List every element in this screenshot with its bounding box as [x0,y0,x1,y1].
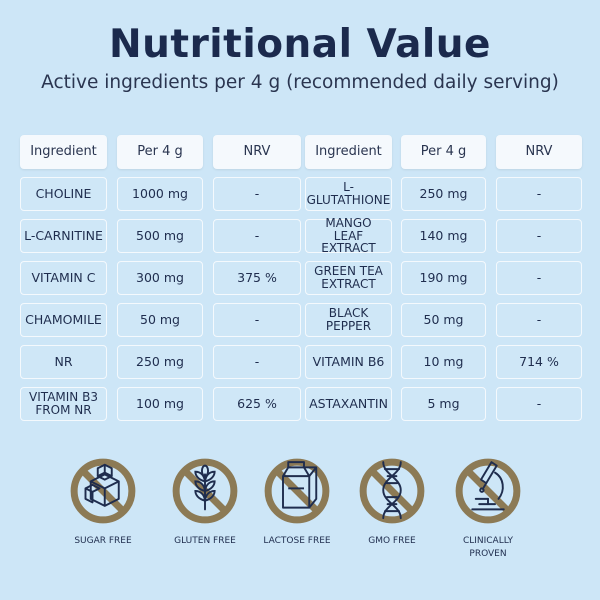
table-header-nrv-left: NRV [213,135,301,169]
table-cell-amount: 5 mg [401,387,486,421]
microscope-icon [433,455,543,527]
table-header-ingredient-right: Ingredient [305,135,392,169]
badge-gluten-free: GLUTEN FREE [150,455,260,548]
table-cell-ingredient: CHOLINE [20,177,107,211]
table-cell-nrv: - [496,261,582,295]
table-cell-nrv: - [213,177,301,211]
page-subtitle: Active ingredients per 4 g (recommended … [41,72,559,93]
table-cell-amount: 500 mg [117,219,203,253]
table-cell-ingredient: VITAMIN B3 FROM NR [20,387,107,421]
wheat-icon [150,455,260,527]
table-header-ingredient-left: Ingredient [20,135,107,169]
badge-lactose-free: LACTOSE FREE [242,455,352,548]
table-cell-amount: 50 mg [401,303,486,337]
nutrition-table: Ingredient Per 4 g NRV Ingredient Per 4 g NRV… [20,135,582,421]
table-cell-ingredient: ASTAXANTIN [305,387,392,421]
table-cell-nrv: - [213,303,301,337]
table-cell-amount: 300 mg [117,261,203,295]
badge-label: SUGAR FREE [74,536,132,546]
table-cell-amount: 250 mg [117,345,203,379]
table-cell-amount: 50 mg [117,303,203,337]
badge-row: SUGAR FREE GLUTEN FREE LACTOSE FREE GMO FRE… [0,455,600,575]
table-cell-amount: 250 mg [401,177,486,211]
badge-gmo-free: GMO FREE [337,455,447,548]
table-cell-nrv: - [213,219,301,253]
milk-carton-icon [242,455,352,527]
table-cell-ingredient: VITAMIN C [20,261,107,295]
dna-icon [337,455,447,527]
table-cell-ingredient: VITAMIN B6 [305,345,392,379]
table-cell-nrv: - [496,219,582,253]
table-cell-ingredient: CHAMOMILE [20,303,107,337]
sugar-cubes-icon [48,455,158,527]
table-cell-nrv: - [496,177,582,211]
badge-label: GMO FREE [368,536,416,546]
table-header-nrv-right: NRV [496,135,582,169]
table-cell-ingredient: BLACK PEPPER [305,303,392,337]
table-cell-ingredient: NR [20,345,107,379]
table-header-amount-left: Per 4 g [117,135,203,169]
page-title: Nutritional Value [109,22,491,67]
table-cell-amount: 1000 mg [117,177,203,211]
badge-label: GLUTEN FREE [174,536,236,546]
table-cell-nrv: 625 % [213,387,301,421]
table-cell-nrv: 714 % [496,345,582,379]
table-cell-nrv: - [496,303,582,337]
table-header-amount-right: Per 4 g [401,135,486,169]
table-cell-amount: 140 mg [401,219,486,253]
table-cell-ingredient: L-CARNITINE [20,219,107,253]
table-cell-nrv: - [496,387,582,421]
table-cell-amount: 100 mg [117,387,203,421]
table-cell-nrv: 375 % [213,261,301,295]
table-cell-ingredient: GREEN TEA EXTRACT [305,261,392,295]
table-cell-ingredient: MANGO LEAF EXTRACT [305,217,392,255]
table-cell-ingredient: L-GLUTATHIONE [305,177,392,211]
table-cell-amount: 190 mg [401,261,486,295]
table-cell-amount: 10 mg [401,345,486,379]
badge-sugar-free: SUGAR FREE [48,455,158,548]
badge-label: CLINICALLY PROVEN [462,536,514,560]
table-cell-nrv: - [213,345,301,379]
badge-clinically-proven: CLINICALLY PROVEN [433,455,543,561]
badge-label: LACTOSE FREE [263,536,331,546]
